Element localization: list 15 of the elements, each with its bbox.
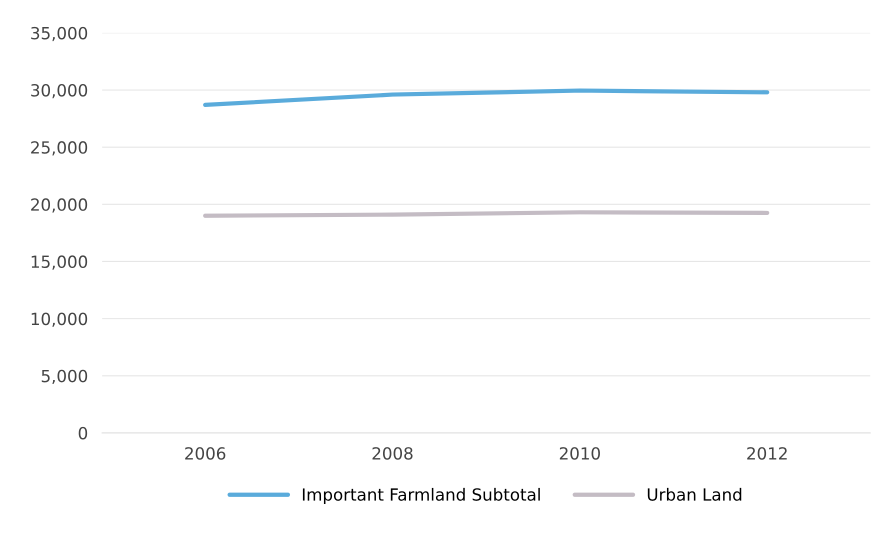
y-tick-label: 35,000 bbox=[31, 26, 88, 42]
y-tick-label: 5,000 bbox=[42, 370, 88, 384]
x-tick-label: 2010 bbox=[560, 447, 600, 460]
line-series bbox=[203, 88, 770, 107]
y-tick-label: 20,000 bbox=[31, 198, 88, 213]
y-tick-label: 10,000 bbox=[32, 312, 88, 327]
legend-label: Urban Land bbox=[648, 488, 742, 501]
y-tick-label: 15,000 bbox=[32, 255, 88, 270]
x-tick-label: 2008 bbox=[372, 447, 413, 460]
y-tick-label: 0 bbox=[78, 426, 88, 440]
x-tick-label: 2012 bbox=[747, 447, 787, 460]
y-tick-label: 30,000 bbox=[31, 84, 88, 98]
y-tick-label: 25,000 bbox=[31, 141, 88, 156]
x-tick-label: 2006 bbox=[185, 447, 226, 460]
legend-label: Important Farmland Subtotal bbox=[302, 488, 540, 504]
